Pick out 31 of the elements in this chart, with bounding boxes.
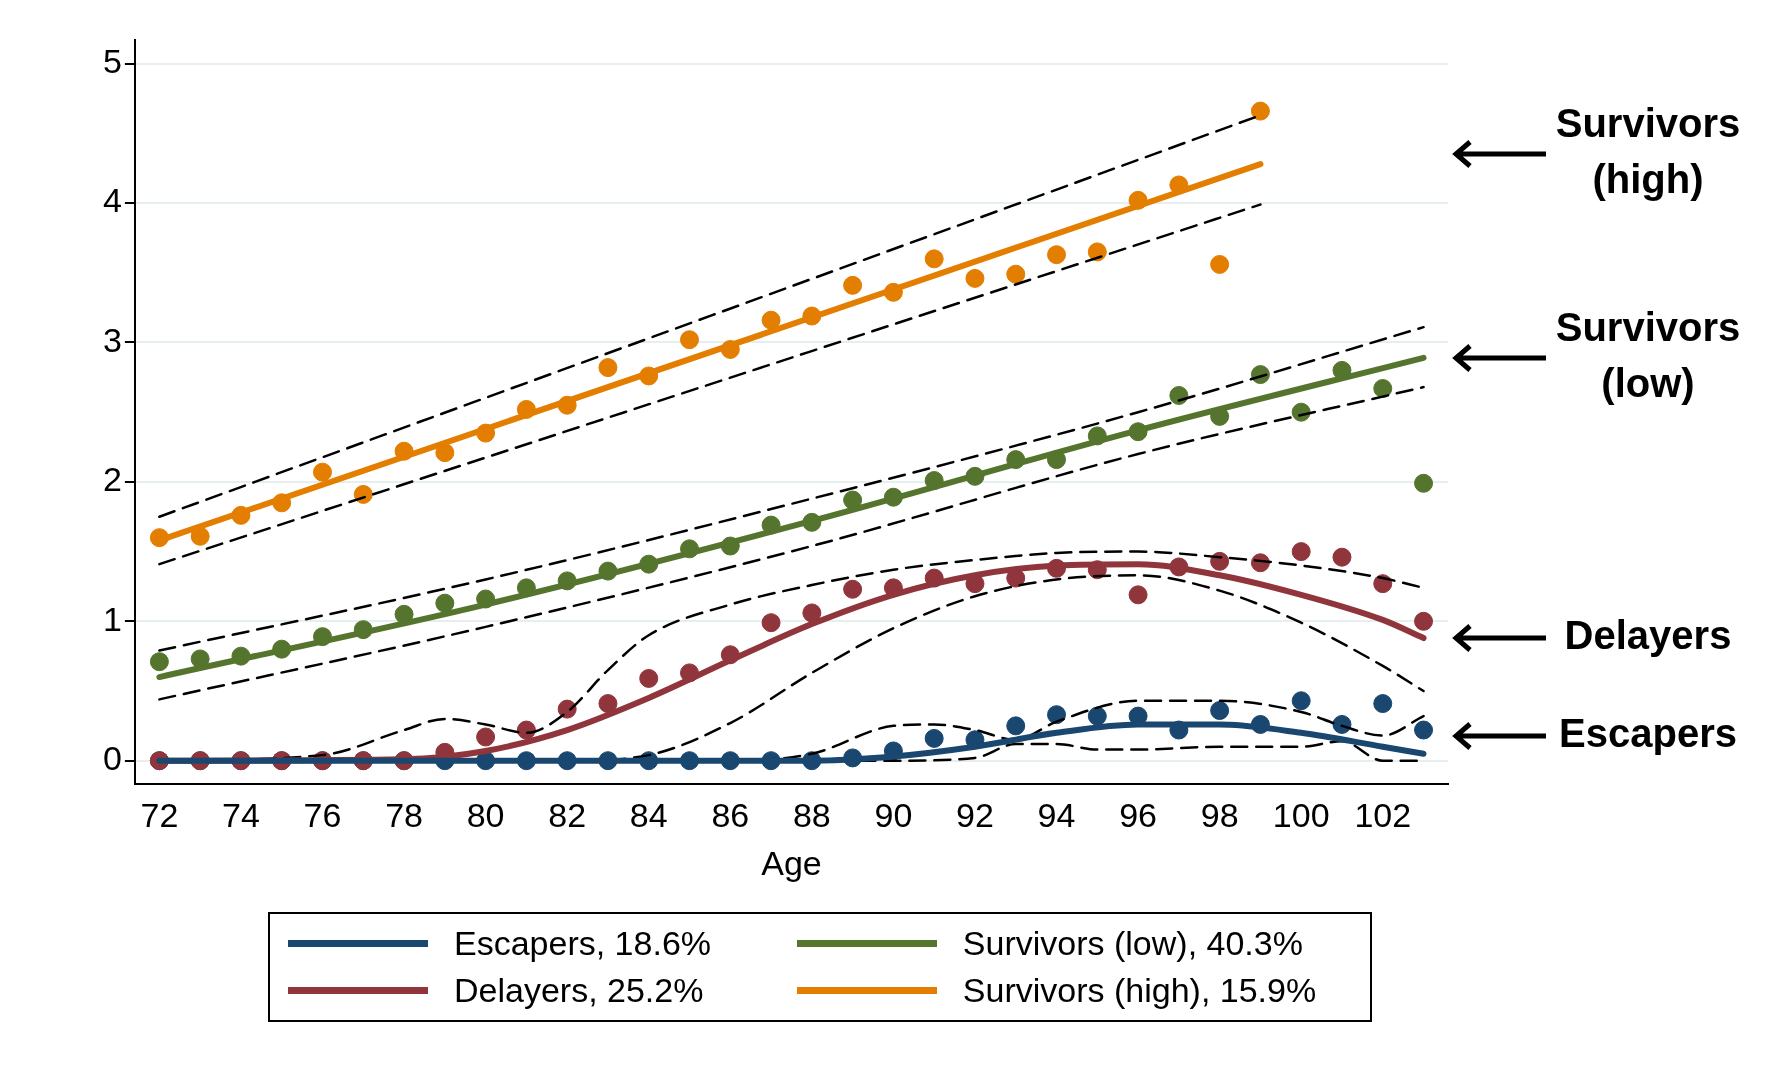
- y-tick-label: 5: [102, 42, 122, 81]
- y-tick-label: 4: [102, 181, 122, 220]
- x-tick-label: 92: [956, 796, 994, 835]
- legend-label: Survivors (high), 15.9%: [962, 971, 1317, 1010]
- x-tick-label: 86: [711, 796, 750, 835]
- x-axis-title: Age: [761, 843, 822, 882]
- x-tick-label: 96: [1119, 796, 1157, 835]
- y-tick-label: 2: [102, 460, 122, 499]
- x-tick-label: 102: [1354, 796, 1412, 835]
- x-tick-label: 82: [548, 796, 587, 835]
- x-tick-label: 88: [792, 796, 831, 835]
- x-tick-label: 74: [222, 796, 260, 835]
- legend-label: Escapers, 18.6%: [454, 924, 712, 963]
- x-tick-label: 84: [629, 796, 668, 835]
- x-tick-label: 78: [385, 796, 423, 835]
- x-tick-label: 72: [140, 796, 179, 835]
- legend-label: Survivors (low), 40.3%: [962, 924, 1303, 963]
- x-tick-label: 98: [1200, 796, 1239, 835]
- text: Survivors (high): [1555, 101, 1741, 202]
- legend-label: Delayers, 25.2%: [454, 971, 704, 1010]
- text: Delayers: [1564, 613, 1732, 658]
- y-tick-label: 1: [102, 599, 122, 638]
- x-tick-label: 94: [1037, 796, 1076, 835]
- y-tick-label: 3: [102, 320, 122, 359]
- y-tick-label: 0: [102, 739, 122, 778]
- text: Survivors (low): [1555, 304, 1741, 405]
- x-tick-label: 90: [874, 796, 913, 835]
- x-tick-label: 76: [303, 796, 342, 835]
- text: Escapers: [1559, 710, 1737, 755]
- x-tick-label: 80: [466, 796, 505, 835]
- x-tick-label: 100: [1272, 796, 1330, 835]
